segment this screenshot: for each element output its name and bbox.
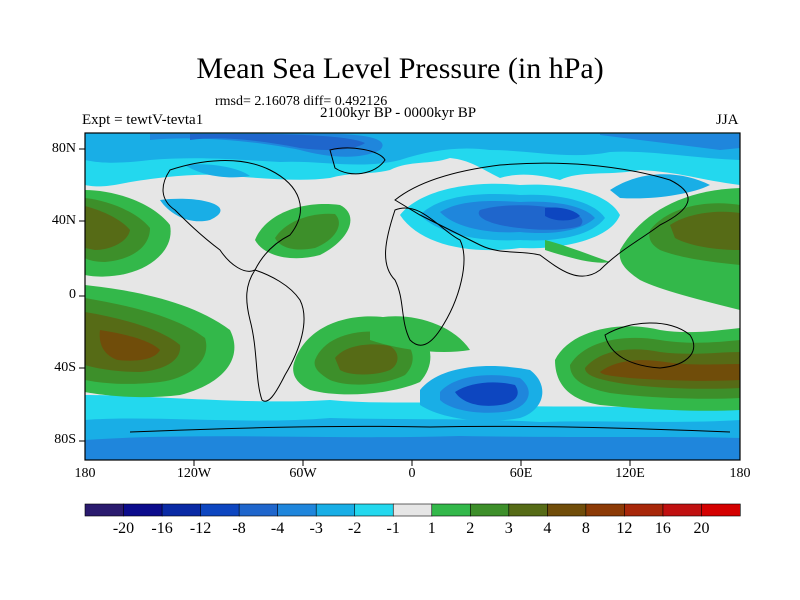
- colorbar-swatch: [123, 503, 163, 517]
- experiment-label: Expt = tewtV-tevta1: [82, 112, 204, 128]
- colorbar-label: -16: [151, 520, 173, 537]
- stats-text: rmsd= 2.16078 diff= 0.492126: [215, 94, 388, 109]
- colorbar-swatch: [277, 503, 317, 517]
- lon-label-60w: 60W: [289, 466, 317, 481]
- colorbar-swatch: [431, 503, 471, 517]
- colorbar-swatch: [238, 503, 279, 517]
- colorbar-swatch: [547, 503, 587, 517]
- lon-label-0: 0: [408, 466, 416, 481]
- colorbar-label: -20: [112, 520, 135, 537]
- colorbar-swatch: [508, 503, 548, 517]
- colorbar-swatch: [701, 503, 741, 517]
- colorbar-swatch: [200, 503, 240, 517]
- colorbar-swatch: [161, 503, 202, 517]
- colorbar-swatch: [315, 503, 356, 517]
- lon-label-180e: 180: [729, 466, 751, 481]
- colorbar-label: -4: [270, 520, 285, 537]
- colorbar-label: 2: [466, 520, 475, 537]
- colorbar-label: 12: [616, 520, 633, 537]
- colorbar-label: 20: [693, 520, 710, 537]
- colorbar: [84, 503, 741, 517]
- colorbar-label: -3: [309, 520, 323, 537]
- colorbar-label: -2: [348, 520, 362, 537]
- colorbar-swatch: [84, 503, 125, 517]
- colorbar-swatch: [624, 503, 664, 517]
- colorbar-label: -12: [189, 520, 212, 537]
- colorbar-label: -1: [386, 520, 400, 537]
- lat-label-40s: 40S: [54, 360, 76, 375]
- colorbar-label: -8: [232, 520, 246, 537]
- colorbar-label: 1: [427, 520, 436, 537]
- lon-label-120w: 120W: [176, 466, 212, 481]
- lon-label-180w: 180: [74, 466, 96, 481]
- season-label: JJA: [716, 112, 739, 128]
- lat-label-0: 0: [69, 287, 76, 302]
- lat-label-40n: 40N: [51, 213, 76, 228]
- colorbar-label: 8: [581, 520, 590, 537]
- lat-label-80n: 80N: [51, 141, 76, 156]
- colorbar-label: 3: [504, 520, 513, 537]
- lat-label-80s: 80S: [54, 432, 76, 447]
- coastlines: [129, 147, 731, 433]
- colorbar-label: 4: [543, 520, 552, 537]
- colorbar-swatch: [469, 503, 510, 517]
- colorbar-swatch: [392, 503, 433, 517]
- pressure-field: [85, 133, 740, 460]
- map-title: Mean Sea Level Pressure (in hPa): [196, 52, 604, 85]
- colorbar-swatch: [585, 503, 626, 517]
- lon-label-60e: 60E: [509, 466, 533, 481]
- axis-ticks: [79, 148, 631, 466]
- period-label: 2100kyr BP - 0000kyr BP: [320, 105, 477, 121]
- colorbar-swatch: [662, 503, 703, 517]
- colorbar-swatch: [354, 503, 394, 517]
- lon-label-120e: 120E: [615, 466, 645, 481]
- colorbar-label: 16: [654, 520, 671, 537]
